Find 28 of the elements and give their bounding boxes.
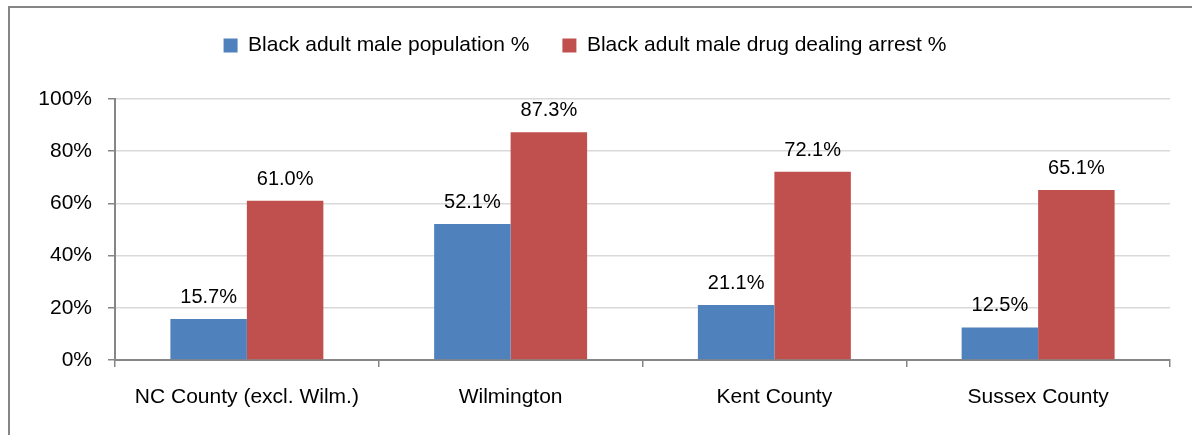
y-tick-label: 40% bbox=[49, 242, 92, 266]
x-tick-label: Wilmington bbox=[458, 384, 563, 408]
data-label: 12.5% bbox=[971, 293, 1029, 316]
data-label: 65.1% bbox=[1048, 156, 1105, 179]
y-tick-label: 0% bbox=[61, 346, 92, 370]
legend-label: Black adult male population % bbox=[248, 32, 530, 56]
y-tick-label: 80% bbox=[49, 138, 92, 161]
bar bbox=[1038, 190, 1115, 360]
data-label: 61.0% bbox=[256, 166, 314, 189]
bar bbox=[697, 304, 775, 360]
y-tick-label: 60% bbox=[49, 190, 92, 214]
data-label: 87.3% bbox=[520, 98, 578, 121]
data-label: 72.1% bbox=[784, 137, 842, 160]
data-label: 21.1% bbox=[707, 270, 765, 293]
y-tick-label: 100% bbox=[38, 85, 92, 109]
bar bbox=[774, 171, 851, 360]
x-tick-label: NC County (excl. Wilm.) bbox=[134, 384, 359, 408]
y-tick-label: 20% bbox=[49, 294, 92, 318]
data-label: 52.1% bbox=[444, 190, 501, 213]
bar bbox=[170, 319, 247, 360]
bar bbox=[510, 132, 588, 360]
bar bbox=[961, 327, 1039, 360]
bar bbox=[246, 200, 324, 360]
x-tick-label: Kent County bbox=[716, 384, 833, 408]
x-tick-label: Sussex County bbox=[967, 384, 1110, 408]
legend-label: Black adult male drug dealing arrest % bbox=[586, 32, 947, 56]
data-label: 15.7% bbox=[180, 285, 238, 308]
bar bbox=[434, 224, 511, 360]
